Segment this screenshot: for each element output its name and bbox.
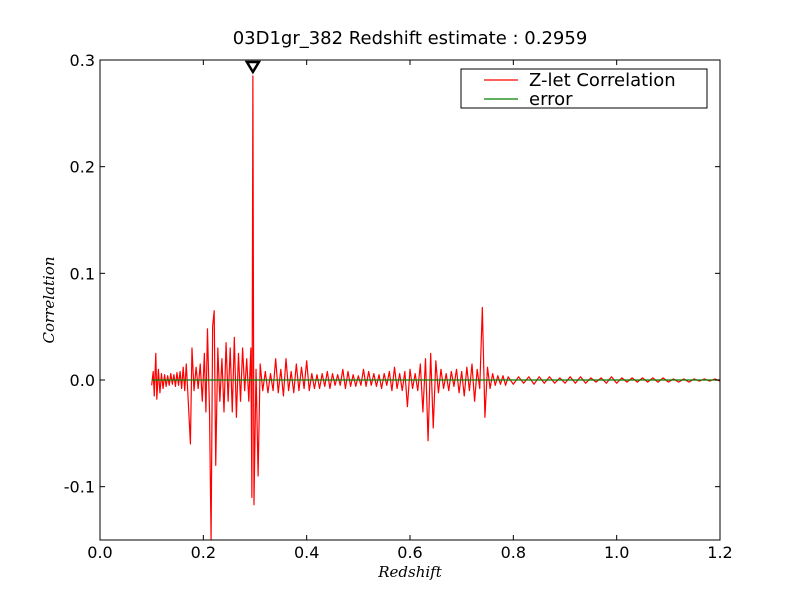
y-axis: -0.1 0.0 0.1 0.2 0.3 — [64, 51, 720, 497]
y-axis-label: Correlation — [40, 257, 58, 344]
series-layer — [151, 75, 721, 541]
x-axis-label: Redshift — [377, 563, 442, 581]
y-tick-label: 0.3 — [70, 51, 95, 70]
x-tick-label: 1.2 — [707, 543, 732, 562]
legend-label: error — [529, 89, 573, 110]
series-line-correlation — [151, 75, 721, 541]
plot-area — [100, 60, 720, 540]
x-axis: 0.0 0.2 0.4 0.6 0.8 1.0 1.2 — [87, 60, 733, 562]
legend-label: Z-let Correlation — [529, 70, 676, 91]
peak-marker — [244, 60, 262, 75]
y-tick-label: 0.1 — [70, 264, 95, 283]
y-tick-label: 0.0 — [70, 371, 95, 390]
legend-box — [460, 68, 708, 109]
x-tick-label: 0.2 — [191, 543, 216, 562]
y-tick-label: -0.1 — [64, 478, 95, 497]
y-tick-label: 0.2 — [70, 158, 95, 177]
chart-title: 03D1gr_382 Redshift estimate : 0.2959 — [233, 28, 588, 49]
x-tick-label: 0.8 — [501, 543, 526, 562]
marker-layer — [244, 60, 262, 75]
x-tick-label: 0.6 — [397, 543, 422, 562]
x-tick-label: 0.4 — [294, 543, 319, 562]
x-tick-label: 0.0 — [87, 543, 112, 562]
x-tick-label: 1.0 — [604, 543, 629, 562]
